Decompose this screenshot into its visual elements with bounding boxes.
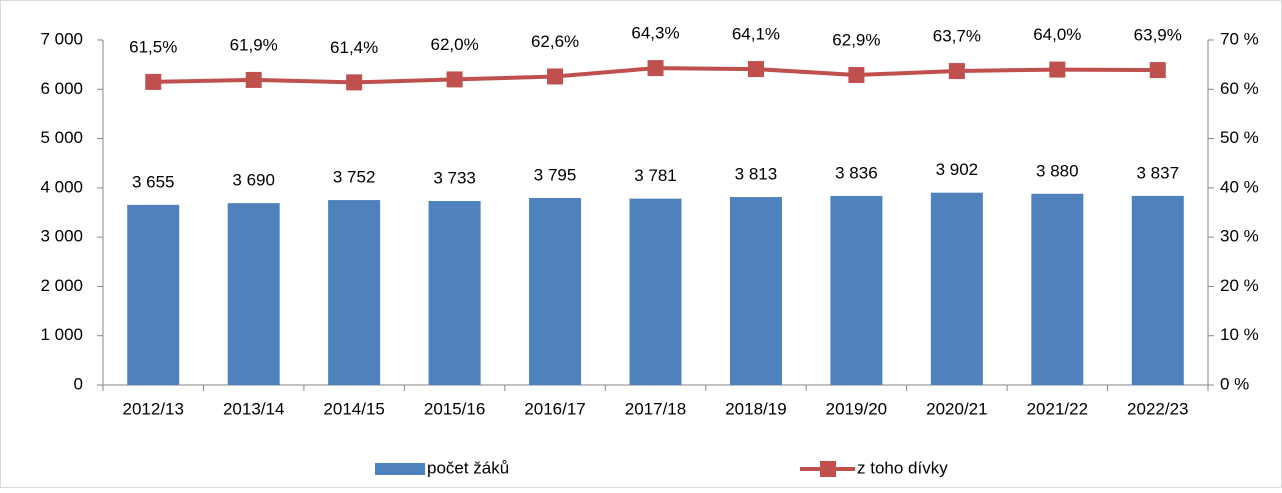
bar-value-label: 3 655 (132, 172, 175, 191)
y-tick-label: 3 000 (40, 227, 83, 246)
bar (127, 204, 180, 385)
x-tick-label: 2013/14 (223, 399, 284, 418)
bar-value-label: 3 781 (634, 166, 677, 185)
bar (428, 201, 481, 385)
legend-marker (820, 461, 836, 477)
x-tick-label: 2022/23 (1127, 399, 1188, 418)
y-tick-label: 7 000 (40, 29, 83, 48)
bar-value-label: 3 836 (835, 163, 878, 182)
y-tick-label: 5 000 (40, 128, 83, 147)
bar-value-label: 3 813 (735, 165, 778, 184)
line-value-label: 64,0% (1033, 25, 1081, 44)
line-marker (245, 71, 262, 88)
x-tick-label: 2017/18 (625, 399, 686, 418)
bar-value-label: 3 795 (534, 165, 577, 184)
legend-label: z toho dívky (857, 458, 948, 477)
bar-value-label: 3 902 (936, 160, 979, 179)
bar (729, 197, 782, 385)
line-value-label: 62,9% (832, 30, 880, 49)
legend-swatch (375, 463, 425, 475)
bar (328, 200, 381, 385)
legend-label: počet žáků (427, 458, 509, 477)
line-marker (145, 73, 162, 90)
y2-tick-label: 20 % (1220, 276, 1259, 295)
line-marker (747, 61, 764, 78)
bar-value-label: 3 880 (1036, 161, 1079, 180)
line-marker (547, 68, 564, 85)
y2-tick-label: 70 % (1220, 29, 1259, 48)
line-value-label: 63,7% (933, 27, 981, 46)
x-tick-label: 2019/20 (826, 399, 887, 418)
line-value-label: 61,5% (129, 37, 177, 56)
x-tick-label: 2021/22 (1027, 399, 1088, 418)
bar (930, 192, 983, 385)
bar-value-label: 3 837 (1136, 163, 1179, 182)
line-marker (647, 60, 664, 77)
x-tick-label: 2012/13 (123, 399, 184, 418)
line-value-label: 62,6% (531, 32, 579, 51)
x-tick-label: 2018/19 (725, 399, 786, 418)
line-value-label: 61,9% (230, 35, 278, 54)
line-marker (346, 74, 363, 91)
bar (529, 197, 582, 385)
x-tick-label: 2016/17 (524, 399, 585, 418)
line-value-label: 61,4% (330, 38, 378, 57)
y-tick-label: 0 (74, 374, 83, 393)
line-value-label: 64,1% (732, 25, 780, 44)
y2-tick-label: 0 % (1220, 374, 1249, 393)
x-tick-label: 2020/21 (926, 399, 987, 418)
y2-tick-label: 30 % (1220, 227, 1259, 246)
x-tick-label: 2014/15 (323, 399, 384, 418)
y-tick-label: 2 000 (40, 276, 83, 295)
line-marker (1149, 62, 1166, 79)
y2-tick-label: 60 % (1220, 79, 1259, 98)
line-value-label: 62,0% (430, 35, 478, 54)
y2-tick-label: 10 % (1220, 325, 1259, 344)
line-value-label: 64,3% (631, 24, 679, 43)
y2-tick-label: 40 % (1220, 177, 1259, 196)
bar-value-label: 3 752 (333, 168, 376, 187)
line-marker (446, 71, 463, 88)
bar-value-label: 3 733 (433, 169, 476, 188)
line-value-label: 63,9% (1134, 26, 1182, 45)
line-marker (848, 66, 865, 83)
y2-tick-label: 50 % (1220, 128, 1259, 147)
line-marker (948, 63, 965, 80)
bar (227, 203, 280, 385)
y-tick-label: 4 000 (40, 177, 83, 196)
bar (1031, 193, 1084, 385)
line-marker (1049, 61, 1066, 78)
bar (830, 195, 883, 385)
y-tick-label: 1 000 (40, 325, 83, 344)
bar (1131, 195, 1184, 385)
bar-value-label: 3 690 (232, 171, 275, 190)
x-tick-label: 2015/16 (424, 399, 485, 418)
bar (629, 198, 682, 385)
y-tick-label: 6 000 (40, 79, 83, 98)
